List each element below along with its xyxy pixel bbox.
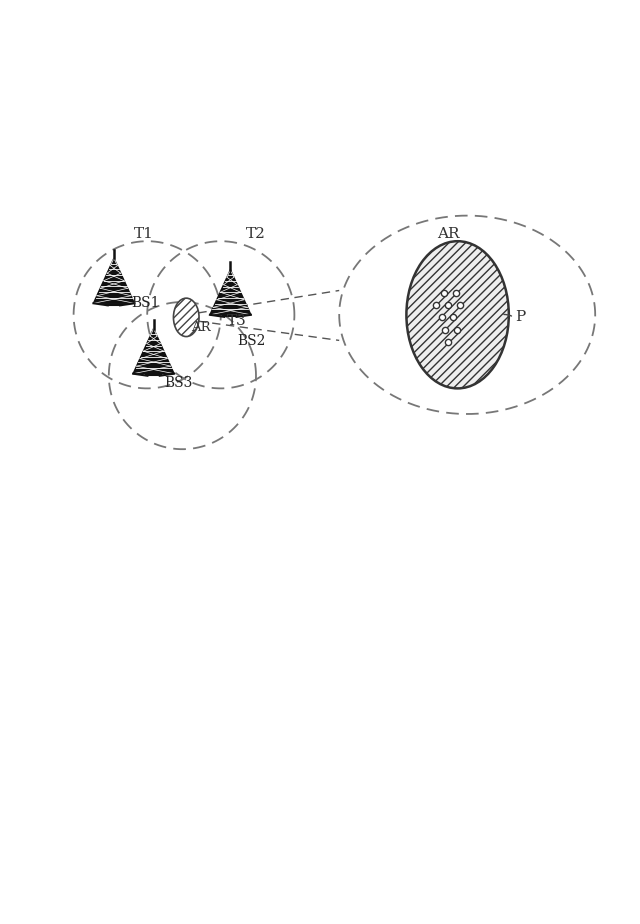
Text: BS1: BS1: [131, 297, 160, 310]
Polygon shape: [133, 329, 174, 373]
Text: T3: T3: [227, 314, 247, 328]
Polygon shape: [210, 270, 251, 315]
Polygon shape: [93, 258, 134, 303]
Text: P: P: [515, 310, 525, 324]
Ellipse shape: [406, 241, 509, 388]
Text: BS2: BS2: [237, 334, 265, 348]
Text: T2: T2: [246, 227, 266, 241]
Text: AR: AR: [436, 227, 460, 241]
Text: AR: AR: [191, 321, 211, 334]
Ellipse shape: [173, 298, 199, 336]
Text: T1: T1: [134, 227, 154, 241]
Text: BS3: BS3: [164, 375, 192, 390]
